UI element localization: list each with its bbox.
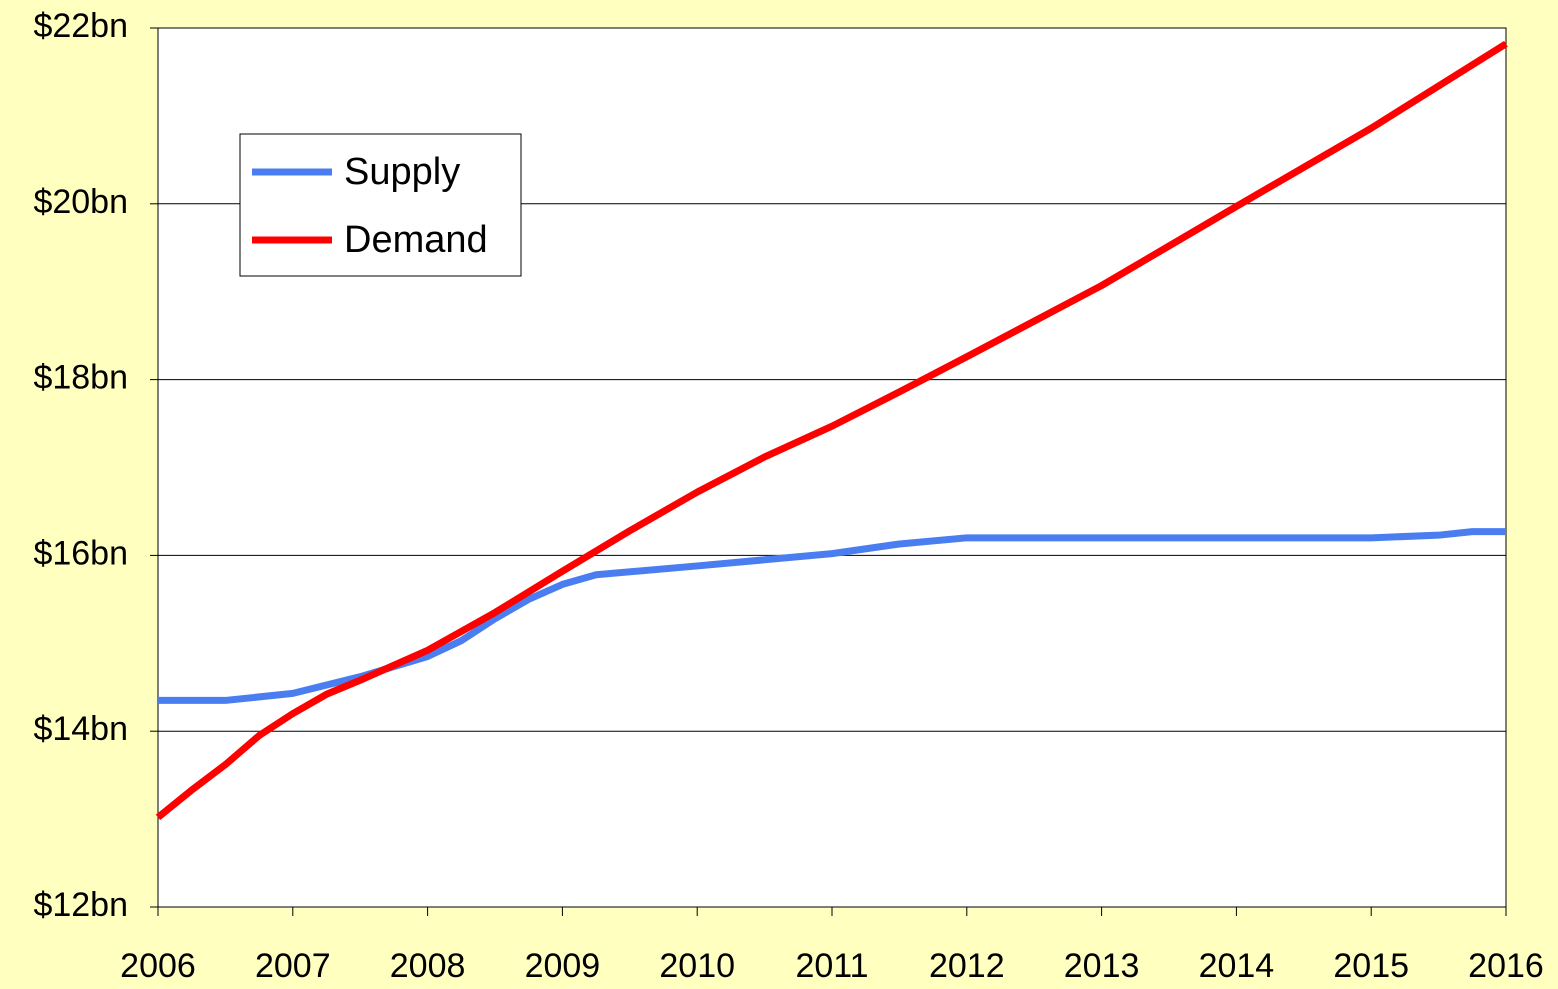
y-tick-label: $18bn — [33, 359, 128, 397]
x-tick-label: 2015 — [1333, 947, 1409, 985]
x-tick-label: 2012 — [929, 947, 1005, 985]
y-tick-label: $12bn — [33, 886, 128, 924]
legend-box — [239, 133, 522, 277]
series-line — [155, 40, 1508, 821]
y-tick-label: $16bn — [33, 534, 128, 572]
legend-label: Supply — [344, 151, 460, 193]
x-tick-label: 2011 — [795, 947, 868, 985]
x-tick-label: 2007 — [255, 947, 331, 985]
legend: Supply Demand — [239, 133, 522, 277]
y-tick-label: $20bn — [33, 183, 128, 221]
x-tick-label: 2008 — [390, 947, 466, 985]
series-line — [158, 528, 1506, 704]
x-tick-label: 2006 — [120, 947, 196, 985]
x-tick-label: 2013 — [1064, 947, 1140, 985]
x-tick-label: 2010 — [659, 947, 735, 985]
plot-border — [157, 27, 1507, 908]
y-tick-label: $14bn — [33, 710, 128, 748]
x-tick-label: 2016 — [1468, 947, 1544, 985]
x-tick-label: 2009 — [525, 947, 601, 985]
y-tick-label: $22bn — [33, 7, 128, 45]
legend-label: Demand — [344, 219, 488, 261]
x-tick-label: 2014 — [1199, 947, 1275, 985]
